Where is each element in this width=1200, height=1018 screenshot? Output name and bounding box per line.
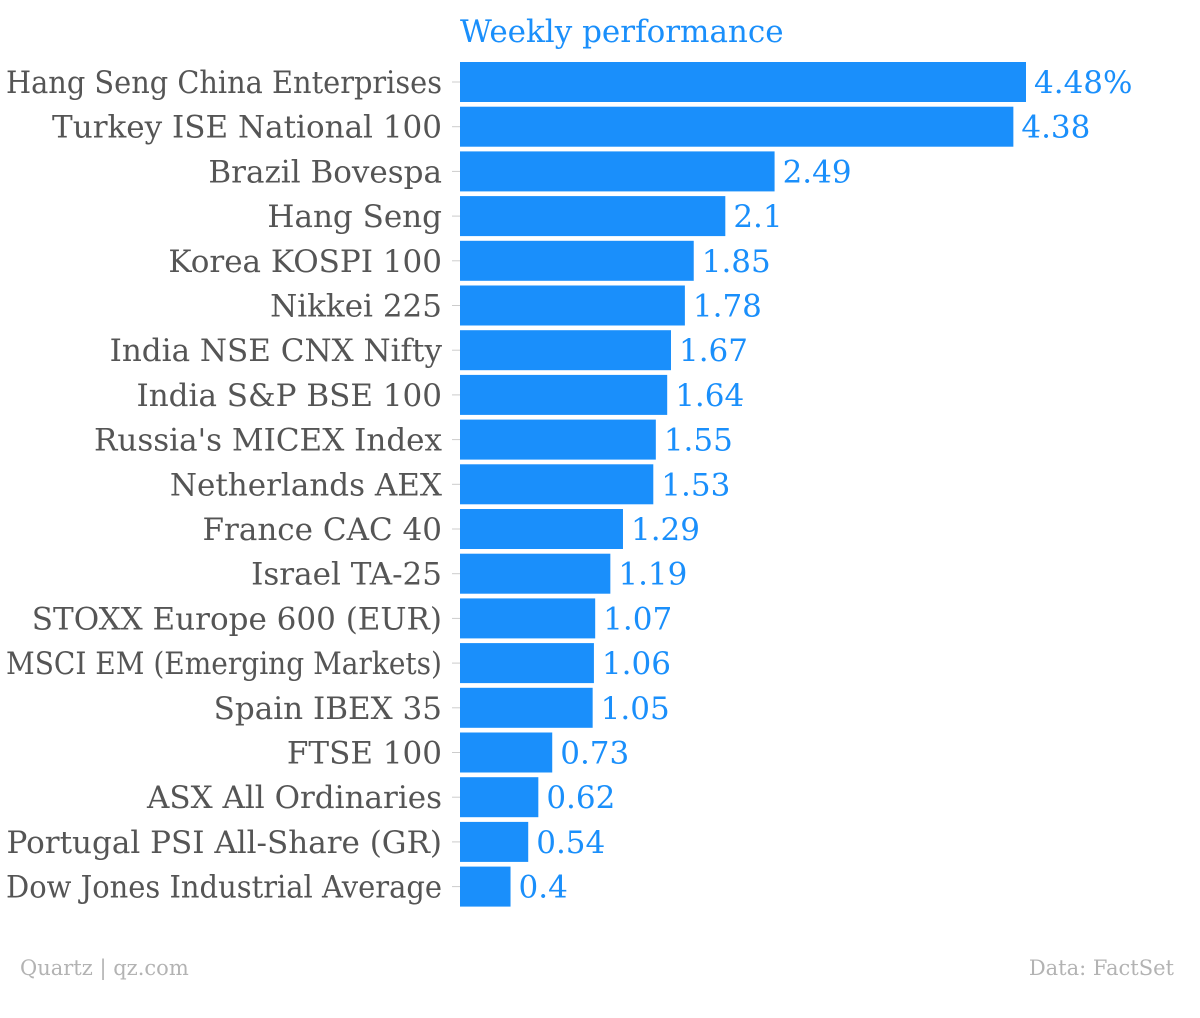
category-label: Spain IBEX 35: [214, 691, 442, 727]
data-label: 1.85: [702, 244, 771, 280]
data-label: 2.49: [783, 154, 852, 190]
bar: [460, 464, 654, 505]
data-label: 0.62: [546, 780, 615, 816]
data-label: 1.07: [603, 601, 672, 637]
category-label: Brazil Bovespa: [208, 154, 442, 190]
data-label: 0.54: [536, 825, 605, 861]
bar: [460, 196, 726, 237]
bar: [460, 687, 593, 728]
bar: [460, 106, 1014, 147]
category-axis: [452, 81, 460, 888]
bar: [460, 509, 623, 549]
category-label: Hang Seng: [267, 199, 442, 235]
data-label: 2.1: [733, 199, 782, 235]
chart-title: Weekly performance: [460, 14, 784, 50]
category-label: India S&P BSE 100: [136, 378, 442, 414]
data-label: 1.29: [631, 512, 700, 548]
data-label: 1.05: [601, 691, 670, 727]
bar: [460, 330, 671, 371]
category-label: Korea KOSPI 100: [168, 244, 442, 280]
bar: [460, 419, 656, 460]
bar: [460, 374, 668, 415]
category-label: MSCI EM (Emerging Markets): [6, 646, 442, 682]
category-label: Israel TA-25: [251, 557, 442, 593]
bar: [460, 62, 1026, 102]
category-label: Portugal PSI All-Share (GR): [7, 825, 442, 861]
data-label: 1.78: [693, 289, 762, 325]
category-labels: Hang Seng China Enterprises Turkey ISE Na…: [6, 65, 443, 906]
bars: [460, 62, 1026, 907]
bar: [460, 151, 775, 192]
category-label: India NSE CNX Nifty: [110, 333, 443, 369]
bar: [460, 732, 553, 773]
data-label: 4.48%: [1034, 65, 1132, 101]
category-label: Netherlands AEX: [170, 467, 442, 503]
bar: [460, 777, 539, 818]
category-label: STOXX Europe 600 (EUR): [32, 601, 442, 637]
category-label: FTSE 100: [287, 736, 442, 772]
data-label: 1.55: [664, 423, 733, 459]
category-label: Hang Seng China Enterprises: [6, 65, 442, 101]
source-credit: Quartz | qz.com: [20, 956, 189, 980]
bar: [460, 866, 511, 907]
data-labels: 4.48% 4.38 2.492.1 1.85 1.78 1.67 1.64 1.55 1.53…: [519, 65, 1133, 906]
bar: [460, 240, 694, 281]
bar: [460, 821, 529, 862]
data-label: 1.19: [618, 557, 687, 593]
data-label: 0.73: [560, 736, 629, 772]
data-label: 4.38: [1021, 110, 1090, 146]
data-source: Data: FactSet: [1028, 956, 1174, 980]
category-label: Nikkei 225: [270, 289, 442, 325]
bar: [460, 598, 596, 639]
data-label: 1.53: [661, 467, 730, 503]
category-label: Russia's MICEX Index: [94, 423, 442, 459]
category-label: ASX All Ordinaries: [146, 780, 442, 816]
bar: [460, 285, 685, 326]
data-label: 1.64: [675, 378, 744, 414]
data-label: 1.67: [679, 333, 748, 369]
bar: [460, 553, 611, 594]
bar: [460, 643, 594, 684]
category-label: Dow Jones Industrial Average: [6, 870, 442, 906]
category-label: Turkey ISE National 100: [52, 110, 442, 146]
data-label: 1.06: [602, 646, 671, 682]
data-label: 0.4: [519, 870, 568, 906]
category-label: France CAC 40: [203, 512, 442, 548]
